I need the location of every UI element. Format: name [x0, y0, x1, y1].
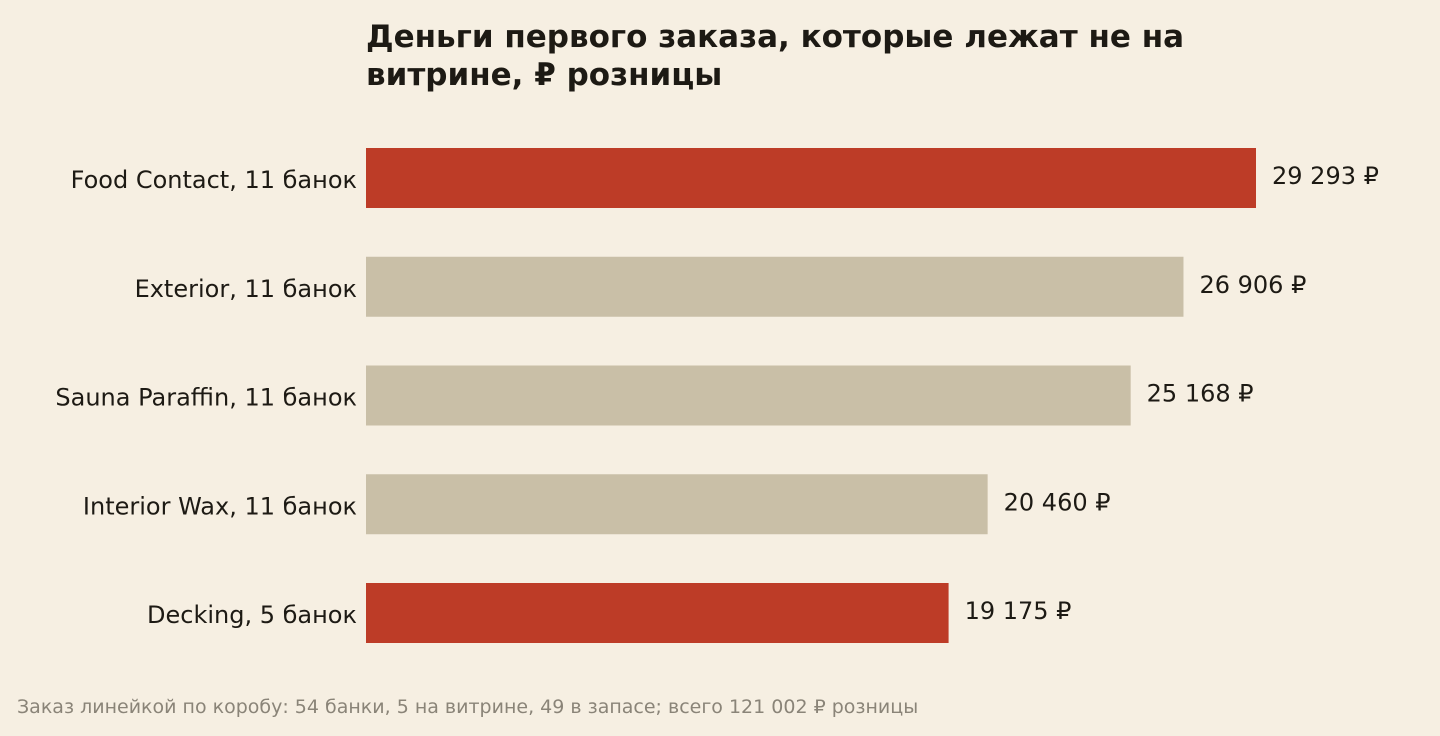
- value-label: 19 175 ₽: [965, 597, 1072, 625]
- category-label: Food Contact, 11 банок: [71, 166, 357, 194]
- value-label: 26 906 ₽: [1199, 271, 1306, 299]
- bar: [366, 583, 949, 643]
- category-label: Sauna Paraffin, 11 банок: [55, 384, 357, 412]
- bar: [366, 148, 1256, 208]
- value-label: 20 460 ₽: [1004, 488, 1111, 516]
- bar: [366, 474, 988, 535]
- category-label: Exterior, 11 банок: [135, 275, 357, 303]
- chart-footnote: Заказ линейкой по коробу: 54 банки, 5 на…: [17, 696, 919, 718]
- value-label: 25 168 ₽: [1147, 380, 1254, 408]
- chart-title: Деньги первого заказа, которые лежат не …: [366, 19, 1185, 93]
- bar: [366, 256, 1184, 317]
- category-label: Decking, 5 банок: [147, 601, 357, 629]
- bar: [366, 365, 1131, 426]
- value-label: 29 293 ₽: [1272, 162, 1379, 190]
- category-label: Interior Wax, 11 банок: [83, 492, 357, 520]
